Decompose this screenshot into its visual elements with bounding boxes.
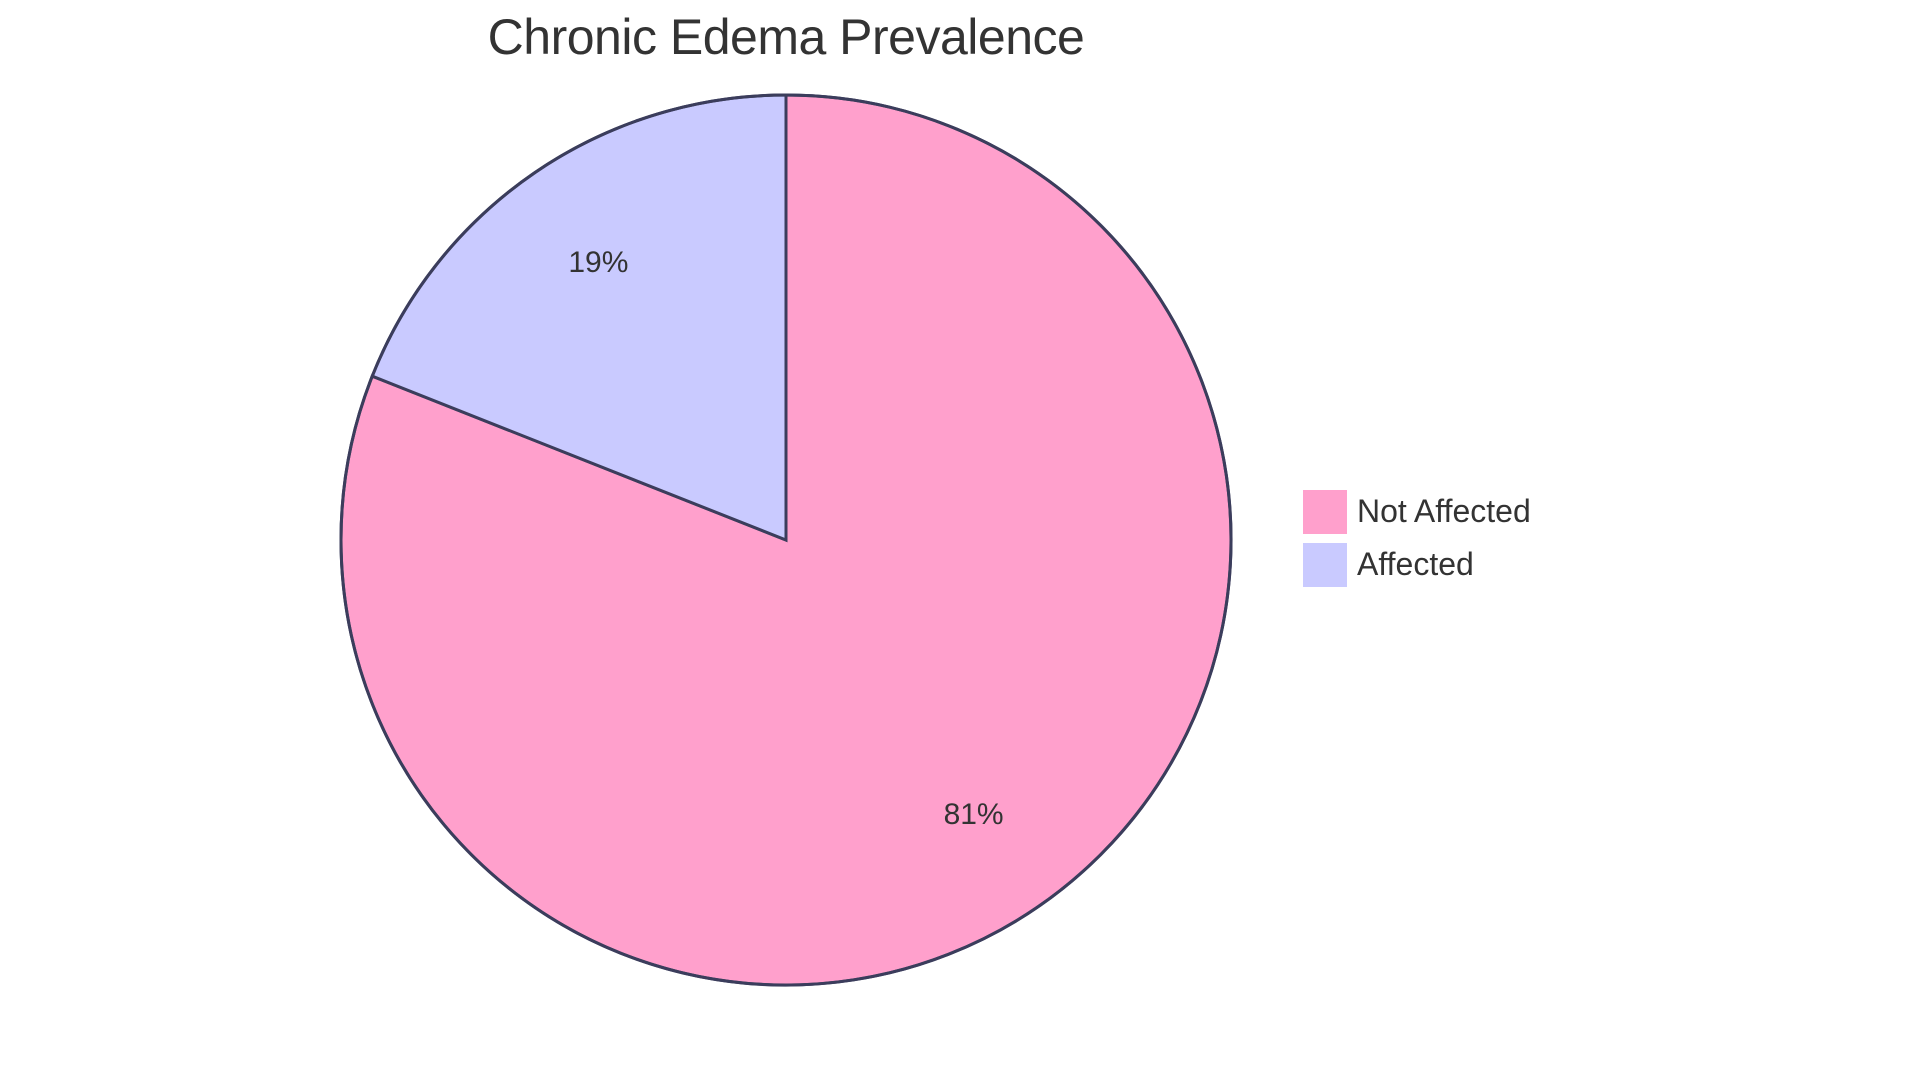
pie-outline — [339, 93, 1233, 987]
legend-label: Not Affected — [1357, 493, 1531, 529]
pie-slice-labels: 81% 19% — [568, 246, 1003, 831]
pie-slices — [339, 93, 1233, 987]
legend-swatch-not-affected — [1303, 489, 1347, 534]
chart-title: Chronic Edema Prevalence — [487, 9, 1085, 65]
legend: Not Affected Affected — [1303, 485, 1531, 591]
pie-slice-label: 19% — [568, 246, 628, 279]
legend-item-affected[interactable]: Affected — [1303, 538, 1531, 591]
legend-swatch-affected — [1303, 542, 1347, 587]
pie-slice-label: 81% — [944, 798, 1004, 831]
legend-label: Affected — [1357, 546, 1474, 582]
legend-item-not-affected[interactable]: Not Affected — [1303, 485, 1531, 538]
